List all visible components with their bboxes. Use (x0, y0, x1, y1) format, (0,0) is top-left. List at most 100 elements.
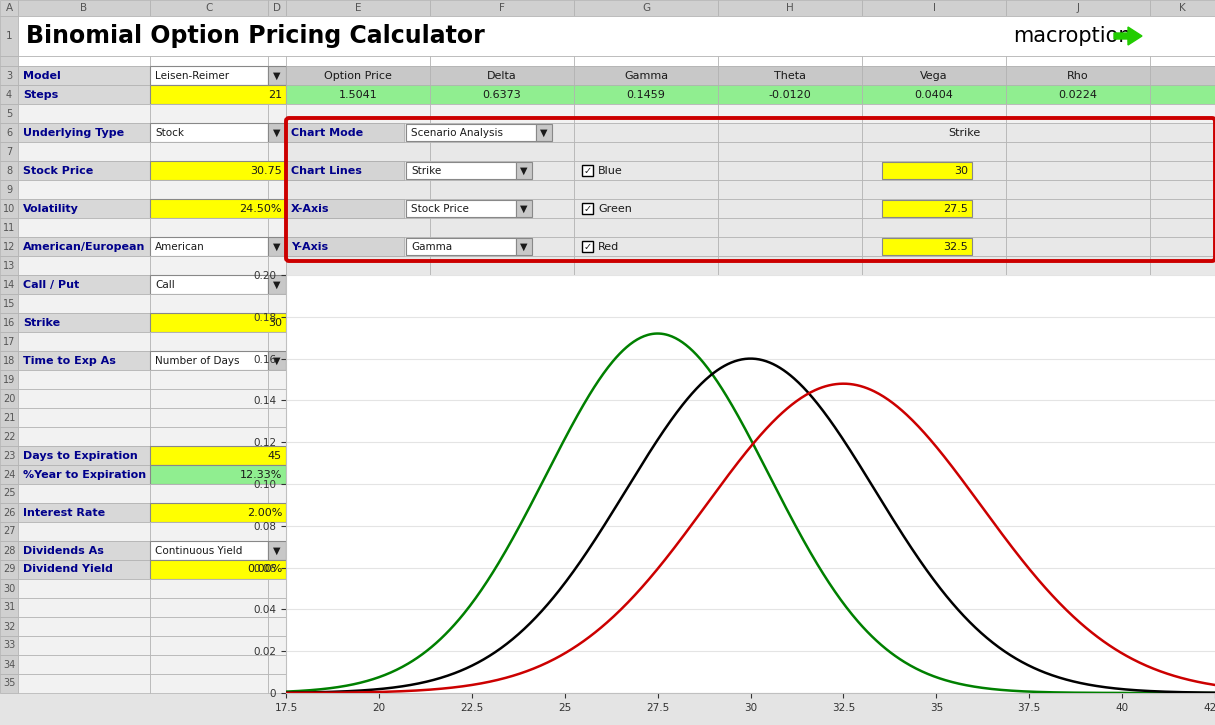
Bar (286, 161, 430, 180)
Bar (1151, 275, 1215, 294)
Bar (861, 446, 1006, 465)
Bar (718, 123, 861, 142)
Bar (149, 408, 269, 427)
Bar (582, 165, 593, 176)
Text: 3: 3 (6, 70, 12, 80)
Bar (1006, 123, 1151, 142)
Text: 11: 11 (2, 223, 15, 233)
Text: 7: 7 (6, 146, 12, 157)
Bar (718, 123, 861, 142)
Bar (18, 237, 149, 256)
Text: 30: 30 (2, 584, 15, 594)
Bar (1151, 503, 1215, 522)
Bar (1151, 161, 1215, 180)
Bar (1151, 0, 1215, 16)
Bar (718, 85, 861, 104)
Bar (718, 674, 861, 693)
Bar (573, 503, 718, 522)
Bar (18, 446, 149, 465)
Bar (18, 351, 149, 370)
Bar (0, 332, 18, 351)
Text: 12.33%: 12.33% (239, 470, 282, 479)
Text: Call / Put: Call / Put (23, 280, 79, 289)
Text: Scenario Analysis: Scenario Analysis (411, 128, 503, 138)
Bar (718, 294, 861, 313)
Bar (1151, 465, 1215, 484)
Bar (149, 161, 286, 180)
Bar (573, 408, 718, 427)
Bar (286, 503, 430, 522)
Bar (1151, 56, 1215, 66)
Bar (573, 123, 718, 142)
Bar (430, 218, 573, 237)
Bar (286, 313, 430, 332)
Text: 0.6373: 0.6373 (482, 89, 521, 99)
Bar (286, 180, 430, 199)
Bar (430, 123, 573, 142)
Bar (149, 674, 269, 693)
Bar (18, 294, 149, 313)
Bar (1151, 180, 1215, 199)
Text: 32.5: 32.5 (943, 241, 968, 252)
Bar (149, 256, 269, 275)
Bar (286, 142, 430, 161)
Text: Stock Price: Stock Price (23, 165, 94, 175)
Text: 21: 21 (267, 89, 282, 99)
Bar (861, 389, 1006, 408)
Bar (861, 0, 1006, 16)
Bar (286, 332, 430, 351)
Bar (1151, 294, 1215, 313)
Bar (430, 484, 573, 503)
Text: 31: 31 (2, 602, 15, 613)
Bar (406, 200, 516, 217)
Bar (718, 199, 861, 218)
Bar (269, 389, 286, 408)
Bar (149, 541, 269, 560)
Bar (269, 541, 286, 560)
Bar (1151, 104, 1215, 123)
Bar (861, 579, 1006, 598)
Bar (286, 256, 430, 275)
Bar (861, 142, 1006, 161)
Bar (861, 161, 1006, 180)
Bar (430, 674, 573, 693)
Bar (861, 123, 1006, 142)
Bar (1151, 541, 1215, 560)
Bar (149, 85, 286, 104)
Bar (1006, 161, 1151, 180)
Bar (516, 162, 532, 179)
Bar (573, 313, 718, 332)
Bar (1006, 123, 1151, 142)
Bar (861, 275, 1006, 294)
Bar (573, 218, 718, 237)
Text: 4: 4 (6, 89, 12, 99)
Text: ▼: ▼ (520, 204, 527, 213)
Bar (0, 484, 18, 503)
Bar (430, 465, 573, 484)
Text: 0.0404: 0.0404 (915, 89, 954, 99)
Text: Strike: Strike (23, 318, 60, 328)
Bar (0, 256, 18, 275)
Bar (1006, 56, 1151, 66)
Bar (269, 522, 286, 541)
Bar (1006, 104, 1151, 123)
Bar (286, 237, 405, 256)
Bar (573, 446, 718, 465)
Bar (718, 522, 861, 541)
Bar (718, 389, 861, 408)
Bar (149, 199, 286, 218)
Bar (1151, 484, 1215, 503)
Bar (1006, 636, 1151, 655)
Bar (149, 142, 269, 161)
Text: 2.00%: 2.00% (247, 507, 282, 518)
Bar (18, 598, 149, 617)
Bar (1006, 237, 1151, 256)
Bar (1151, 389, 1215, 408)
Bar (882, 200, 972, 217)
Bar (286, 408, 430, 427)
Bar (1151, 180, 1215, 199)
Text: G: G (642, 3, 650, 13)
Text: 21: 21 (2, 413, 15, 423)
Text: 19: 19 (2, 375, 15, 384)
Bar (149, 503, 286, 522)
